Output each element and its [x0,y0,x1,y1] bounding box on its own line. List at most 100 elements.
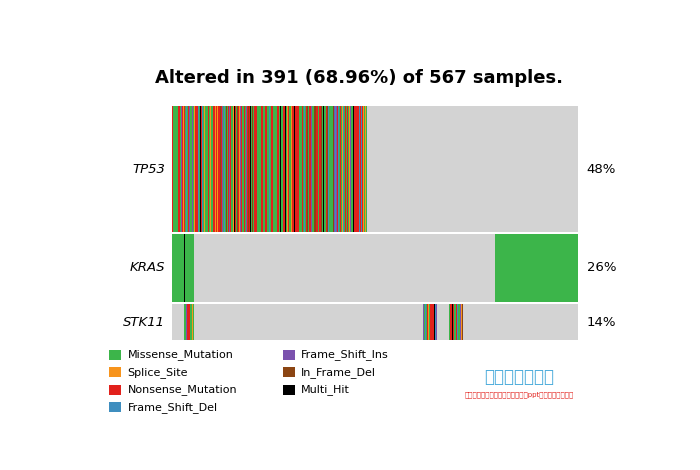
Bar [276,106,277,232]
Bar [183,106,184,232]
Bar [350,106,351,232]
Bar [256,106,257,232]
Bar [230,106,231,232]
Bar [283,384,295,395]
Bar [330,106,331,232]
Bar [187,106,188,232]
Bar [343,106,344,232]
Text: TP53: TP53 [132,163,165,176]
Bar [459,304,460,340]
Bar [109,367,121,377]
Text: Missense_Mutation: Missense_Mutation [127,350,234,360]
Bar [254,106,255,232]
Text: 14%: 14% [587,315,616,329]
Bar [366,106,367,232]
Bar [341,106,342,232]
Bar [283,367,295,377]
Bar [338,106,339,232]
Bar [432,304,433,340]
Bar [332,106,333,232]
Bar [189,304,190,340]
Bar [209,106,210,232]
Bar [271,106,272,232]
Bar [200,106,201,232]
Bar [190,304,191,340]
Bar [266,106,267,232]
Text: Multi_Hit: Multi_Hit [301,384,350,395]
Bar [434,304,435,340]
Bar [427,304,428,340]
Bar [355,106,356,232]
Bar [335,106,336,232]
Bar [223,106,224,232]
Bar [236,106,237,232]
Bar [239,106,240,232]
Bar [453,304,454,340]
Bar [244,106,245,232]
Bar [176,106,177,232]
Bar [289,106,290,232]
Bar [361,106,362,232]
Bar [273,106,274,232]
Bar [345,106,346,232]
Bar [320,106,321,232]
Text: In_Frame_Del: In_Frame_Del [301,367,376,378]
Bar [179,106,180,232]
Bar [228,106,229,232]
Bar [353,106,354,232]
Bar [247,106,248,232]
Bar [272,106,273,232]
Bar [274,106,275,232]
Bar [340,106,341,232]
Bar [193,106,194,232]
Text: Splice_Site: Splice_Site [127,367,188,378]
Bar [181,106,183,232]
Bar [462,304,463,340]
Bar [431,304,432,340]
Bar [279,106,280,232]
Bar [186,106,187,232]
Bar [249,106,250,232]
Text: 48%: 48% [587,163,616,176]
Bar [363,106,364,232]
Bar [347,106,348,232]
Bar [245,106,246,232]
Text: Altered in 391 (68.96%) of 567 samples.: Altered in 391 (68.96%) of 567 samples. [155,69,563,87]
Bar [234,106,235,232]
Bar [323,106,324,232]
Bar [311,106,312,232]
Bar [178,106,179,232]
Bar [495,234,578,302]
Bar [359,106,360,232]
Bar [306,106,307,232]
Bar [288,106,289,232]
Bar [246,106,247,232]
Bar [198,106,199,232]
Bar [324,106,326,232]
Bar [233,106,234,232]
Bar [314,106,315,232]
Bar [436,304,437,340]
Text: 叫客学习资料网: 叫客学习资料网 [484,368,554,386]
Bar [215,106,216,232]
Bar [186,304,187,340]
Bar [455,304,456,340]
Bar [301,106,302,232]
Bar [231,106,232,232]
Bar [360,106,361,232]
Bar [456,304,457,340]
Bar [334,106,335,232]
Bar [218,106,219,232]
Bar [337,106,338,232]
Bar [208,106,209,232]
Bar [191,106,192,232]
Bar [298,106,299,232]
Text: 26%: 26% [587,261,616,274]
Bar [310,106,311,232]
Bar [187,304,188,340]
Bar [172,106,173,232]
Bar [261,106,262,232]
Bar [199,106,200,232]
Bar [318,106,319,232]
Bar [214,106,215,232]
